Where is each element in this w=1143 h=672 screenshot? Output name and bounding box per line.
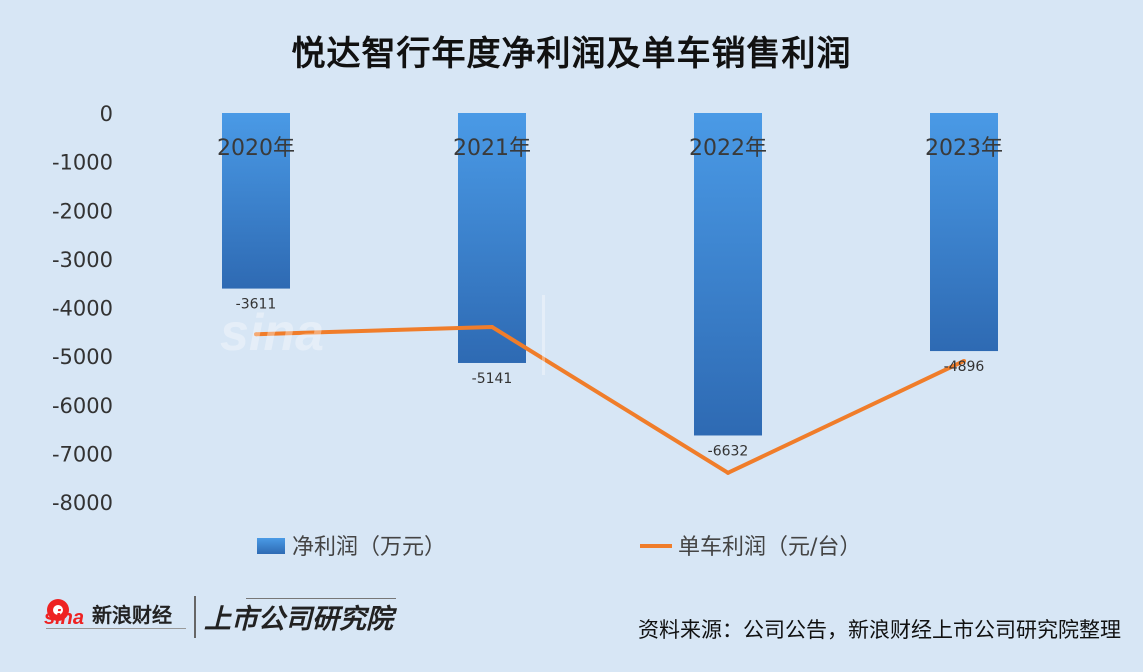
svg-text:sina: sina	[44, 607, 84, 629]
footer-divider	[194, 596, 196, 638]
line-point-unit-profit	[962, 358, 966, 363]
bar-series	[222, 113, 998, 436]
research-institute-logo: 上市公司研究院	[204, 598, 398, 635]
category-label: 2020年	[217, 136, 295, 161]
y-tick-label: -5000	[52, 345, 113, 369]
category-label: 2021年	[453, 136, 531, 161]
category-label: 2022年	[689, 136, 767, 161]
svg-text:上市公司研究院: 上市公司研究院	[204, 604, 398, 635]
bar-net-profit	[222, 113, 290, 289]
y-axis: 0 -1000 -2000 -3000 -4000 -5000 -6000 -7000 -800…	[52, 102, 113, 515]
line-point-unit-profit	[254, 332, 258, 337]
sina-finance-logo: sina 新浪财经	[44, 599, 186, 629]
svg-text:新浪财经: 新浪财经	[92, 603, 172, 627]
bar-data-label: -6632	[708, 443, 749, 459]
legend-label-unit-profit: 单车利润（元/台）	[678, 535, 861, 560]
y-tick-label: -1000	[52, 151, 113, 175]
bar-data-label: -3611	[236, 297, 277, 313]
line-series	[254, 324, 966, 475]
category-label: 2023年	[925, 136, 1003, 161]
bar-net-profit	[930, 113, 998, 352]
y-tick-label: -4000	[52, 297, 113, 321]
chart-title: 悦达智行年度净利润及单车销售利润	[291, 34, 852, 74]
line-point-unit-profit	[726, 470, 730, 475]
line-point-unit-profit	[490, 324, 494, 329]
bar-data-label: -4896	[944, 359, 985, 375]
data-labels: 2020年 -3611 2021年 -5141 2022年 -6632 2023年 -4896	[217, 136, 1003, 459]
bar-net-profit	[694, 113, 762, 436]
source-note: 资料来源：公司公告，新浪财经上市公司研究院整理	[638, 618, 1121, 642]
legend: 净利润（万元） 单车利润（元/台）	[257, 535, 861, 560]
line-unit-profit	[255, 324, 965, 475]
legend-swatch-net-profit	[257, 538, 285, 554]
legend-label-net-profit: 净利润（万元）	[292, 535, 446, 560]
y-tick-label: -3000	[52, 248, 113, 272]
y-tick-label: -2000	[52, 199, 113, 223]
y-tick-label: -6000	[52, 394, 113, 418]
y-tick-label: 0	[100, 102, 113, 126]
bar-net-profit	[458, 113, 526, 363]
y-tick-label: -8000	[52, 491, 113, 515]
y-tick-label: -7000	[52, 442, 113, 466]
bar-data-label: -5141	[472, 371, 513, 387]
